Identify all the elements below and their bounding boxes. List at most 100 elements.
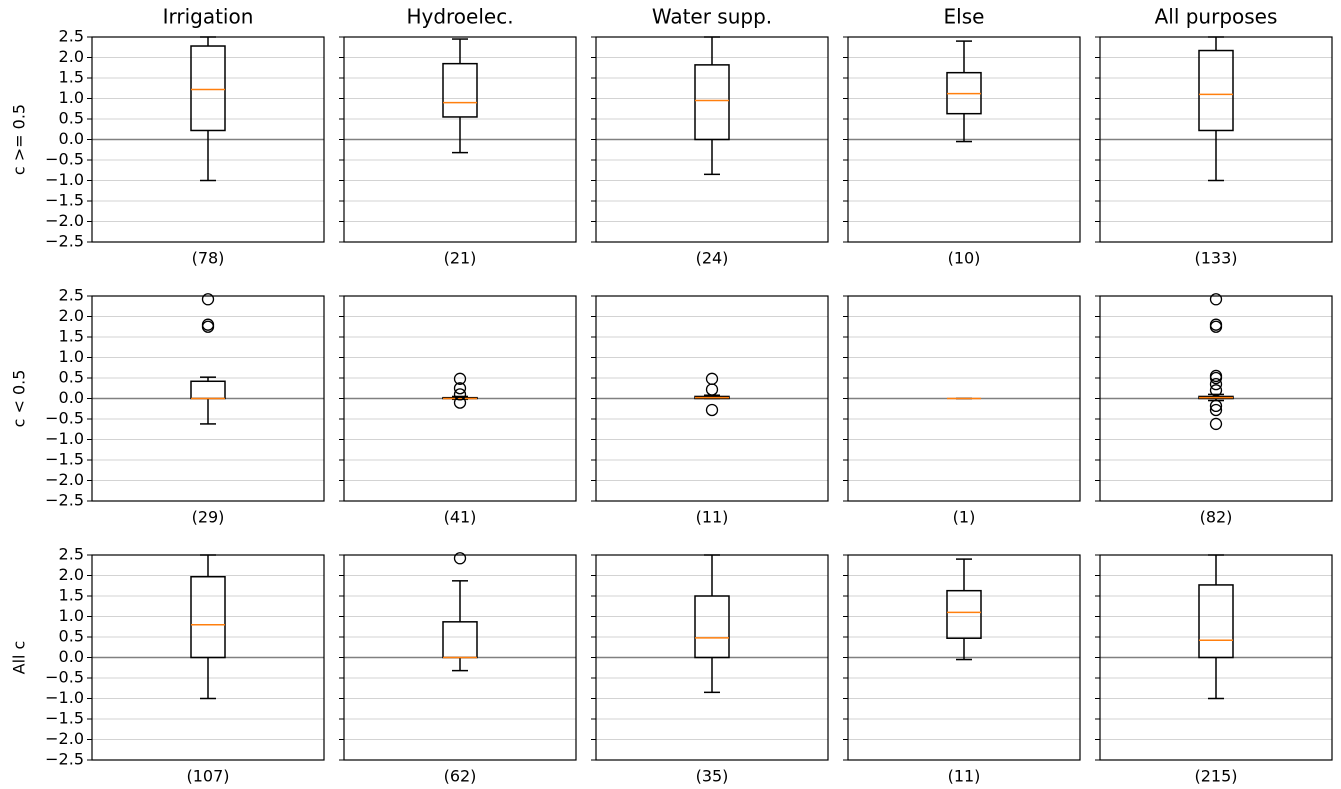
outlier xyxy=(201,318,215,331)
axes-frame xyxy=(91,36,325,243)
outlier xyxy=(453,396,467,409)
y-tick-label: −1.0 xyxy=(45,429,84,448)
x-tick-label: (107) xyxy=(186,767,229,786)
outlier xyxy=(1209,417,1223,431)
y-tick-label: 1.5 xyxy=(59,327,84,346)
axes-frame xyxy=(595,36,829,243)
y-tick-label: −2.5 xyxy=(45,491,84,510)
y-tick-label: 0.0 xyxy=(59,647,84,666)
y-tick-label: 0.5 xyxy=(59,368,84,387)
box xyxy=(694,595,730,659)
column-title: Water supp. xyxy=(652,5,772,29)
y-axis-label: c < 0.5 xyxy=(10,370,29,428)
y-tick-label: 0.0 xyxy=(59,129,84,148)
y-tick-label: 1.5 xyxy=(59,68,84,87)
x-tick-label: (1) xyxy=(953,508,976,527)
y-tick-label: −0.5 xyxy=(45,668,84,687)
outlier xyxy=(1209,399,1223,413)
axes-frame xyxy=(847,554,1081,761)
box xyxy=(1198,584,1234,659)
y-tick-label: −2.0 xyxy=(45,211,84,230)
y-axis-label: All c xyxy=(10,641,29,675)
outlier xyxy=(201,293,215,306)
outlier xyxy=(1209,384,1223,397)
outlier xyxy=(705,383,719,396)
y-tick-label: −1.5 xyxy=(45,709,84,728)
y-tick-label: 2.0 xyxy=(59,306,84,325)
x-tick-label: (35) xyxy=(696,767,729,786)
x-tick-label: (215) xyxy=(1194,767,1237,786)
x-tick-label: (24) xyxy=(696,249,729,268)
y-tick-label: 2.5 xyxy=(59,286,84,305)
axes-frame xyxy=(847,36,1081,243)
y-tick-label: −0.5 xyxy=(45,150,84,169)
axes-frame xyxy=(343,554,577,761)
outlier xyxy=(1209,369,1223,383)
y-tick-label: 2.0 xyxy=(59,47,84,66)
y-tick-label: −1.0 xyxy=(45,688,84,707)
outlier xyxy=(1209,403,1223,417)
axes-frame xyxy=(595,554,829,761)
y-tick-label: 1.0 xyxy=(59,88,84,107)
x-tick-label: (82) xyxy=(1200,508,1233,527)
axes-frame xyxy=(595,295,829,502)
x-tick-label: (21) xyxy=(444,249,477,268)
y-tick-label: −1.5 xyxy=(45,191,84,210)
column-title: Irrigation xyxy=(163,5,254,29)
y-tick-label: −2.5 xyxy=(45,232,84,251)
y-tick-label: −0.5 xyxy=(45,409,84,428)
y-tick-label: 2.5 xyxy=(59,27,84,46)
x-tick-label: (133) xyxy=(1194,249,1237,268)
axes-frame xyxy=(1099,36,1333,243)
y-tick-label: −1.0 xyxy=(45,170,84,189)
axes-frame xyxy=(1099,554,1333,761)
y-tick-label: 1.0 xyxy=(59,347,84,366)
axes-frame xyxy=(847,295,1081,502)
column-title: All purposes xyxy=(1155,5,1278,29)
x-tick-label: (78) xyxy=(192,249,225,268)
y-tick-label: −2.0 xyxy=(45,729,84,748)
box xyxy=(442,62,478,118)
y-tick-label: 2.0 xyxy=(59,565,84,584)
box xyxy=(694,64,730,141)
box xyxy=(190,575,226,659)
box xyxy=(442,621,478,659)
outlier xyxy=(705,372,719,385)
y-tick-label: 1.0 xyxy=(59,606,84,625)
outlier xyxy=(453,388,467,401)
y-tick-label: 1.5 xyxy=(59,586,84,605)
y-axis-label: c >= 0.5 xyxy=(10,104,29,175)
outlier xyxy=(1209,377,1223,391)
box xyxy=(190,45,226,132)
y-tick-label: −2.5 xyxy=(45,750,84,769)
y-tick-label: −1.5 xyxy=(45,450,84,469)
y-tick-label: 2.5 xyxy=(59,545,84,564)
axes-frame xyxy=(91,554,325,761)
y-tick-label: −2.0 xyxy=(45,470,84,489)
column-title: Else xyxy=(944,5,985,29)
y-tick-label: 0.5 xyxy=(59,109,84,128)
outlier xyxy=(1209,318,1223,331)
outlier xyxy=(453,552,467,565)
y-tick-label: 0.0 xyxy=(59,388,84,407)
box xyxy=(946,589,982,639)
axes-frame xyxy=(343,36,577,243)
axes-frame xyxy=(91,295,325,502)
outlier xyxy=(453,382,467,395)
x-tick-label: (11) xyxy=(948,767,981,786)
axes-frame xyxy=(343,295,577,502)
box xyxy=(1198,49,1234,132)
column-title: Hydroelec. xyxy=(406,5,513,29)
x-tick-label: (10) xyxy=(948,249,981,268)
axes-frame xyxy=(1099,295,1333,502)
outlier xyxy=(1209,293,1223,306)
outlier xyxy=(453,372,467,385)
x-tick-label: (29) xyxy=(192,508,225,527)
outlier xyxy=(705,403,719,417)
box xyxy=(190,380,226,400)
y-tick-label: 0.5 xyxy=(59,627,84,646)
x-tick-label: (11) xyxy=(696,508,729,527)
x-tick-label: (41) xyxy=(444,508,477,527)
